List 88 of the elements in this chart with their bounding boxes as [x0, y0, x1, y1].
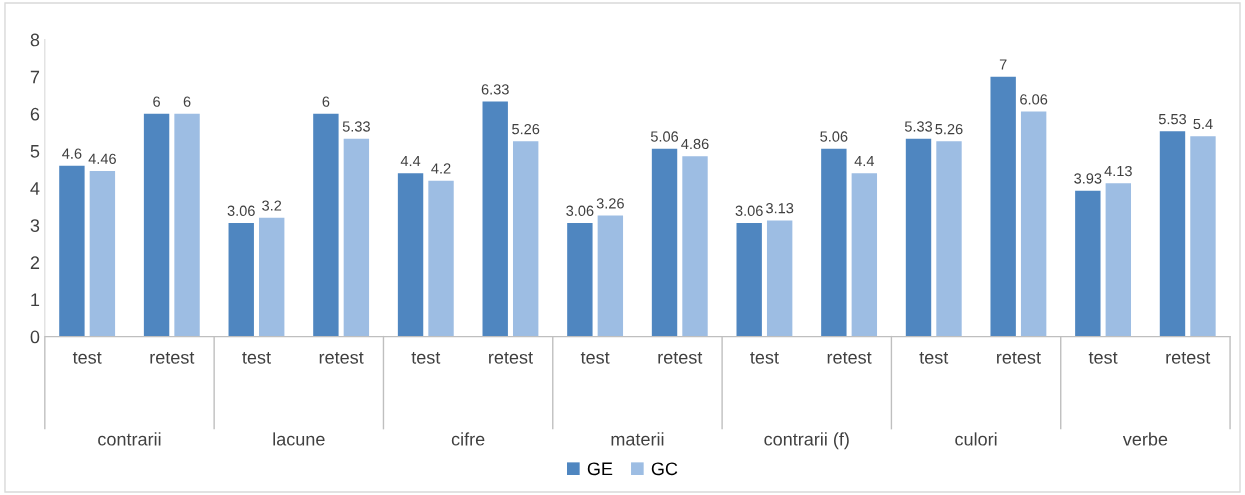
bar	[597, 215, 624, 337]
data-label: 3.06	[227, 205, 255, 216]
x-tick-label: test	[1088, 351, 1118, 364]
bar	[936, 141, 962, 337]
text: culori	[955, 432, 997, 446]
data-label: 4.2	[431, 163, 451, 174]
y-tick-label: 5	[30, 145, 40, 158]
bar	[343, 138, 370, 337]
x-tick-label: retest	[150, 351, 195, 364]
data-label: 4.13	[1104, 165, 1132, 177]
data-label: 5.4	[1193, 118, 1213, 130]
x-tick-label: test	[242, 351, 271, 364]
legend-label: GE	[587, 462, 613, 476]
data-label: 3.06	[735, 205, 763, 216]
data-label: 3.13	[766, 203, 794, 214]
text: contrarii (f)	[764, 432, 849, 450]
x-tick-label: retest	[319, 351, 364, 364]
data-label: 3.06	[566, 205, 594, 216]
x-tick-label: test	[919, 351, 949, 364]
data-label: 5.33	[904, 121, 933, 132]
data-label: 3.93	[1074, 173, 1102, 184]
bar	[59, 165, 85, 337]
y-tick-label: 3	[30, 219, 40, 232]
bar	[174, 113, 200, 337]
bar	[736, 223, 762, 337]
data-label: 4.6	[62, 148, 82, 159]
x-tick-label: test	[750, 351, 779, 364]
bar	[682, 156, 708, 337]
bar	[313, 113, 339, 337]
text: contrarii	[98, 432, 161, 446]
x-tick-label: retest	[827, 351, 872, 364]
data-label: 3.26	[596, 198, 624, 209]
data-label: 6	[322, 96, 330, 107]
bar	[1075, 190, 1101, 337]
data-label: 6	[153, 96, 160, 107]
bar	[905, 138, 932, 337]
y-tick-label: 0	[30, 330, 40, 344]
bar	[1190, 136, 1216, 337]
x-tick-label: test	[580, 351, 610, 364]
data-label: 4.86	[681, 138, 709, 150]
data-label: 5.53	[1158, 113, 1187, 125]
data-label: 5.33	[342, 121, 370, 132]
bar	[89, 171, 116, 337]
data-label: 5.06	[650, 131, 679, 142]
data-label: 4.4	[854, 156, 875, 167]
x-tick-label: test	[72, 351, 102, 364]
x-tick-label: test	[411, 351, 441, 364]
bar	[990, 76, 1016, 337]
bar	[228, 223, 254, 337]
bar	[821, 148, 847, 337]
data-label: 6	[183, 96, 191, 107]
bar	[259, 217, 285, 337]
data-label: 7	[999, 59, 1007, 70]
bar	[651, 148, 678, 337]
bar	[482, 101, 508, 337]
x-tick-label: retest	[658, 351, 703, 364]
data-label: 5.26	[935, 123, 963, 135]
bar	[1105, 183, 1132, 337]
data-label: 5.26	[512, 123, 540, 135]
bar	[428, 180, 454, 337]
y-tick-label: 7	[30, 70, 40, 84]
text: cifre	[451, 432, 485, 446]
text: materii	[611, 432, 664, 446]
y-tick-label: 4	[30, 182, 40, 195]
y-tick-label: 8	[30, 33, 40, 47]
bar	[512, 141, 539, 337]
x-tick-label: retest	[997, 351, 1041, 364]
text: verbe	[1122, 432, 1168, 446]
x-tick-label: retest	[489, 351, 533, 364]
legend-label: GC	[651, 462, 678, 476]
x-tick-label: retest	[1166, 351, 1211, 364]
bar	[567, 223, 593, 337]
bar	[851, 173, 878, 337]
bar	[143, 113, 170, 337]
bar	[1020, 111, 1047, 337]
bar	[1159, 131, 1186, 337]
data-label: 4.4	[400, 156, 421, 167]
y-tick-label: 6	[30, 107, 40, 121]
y-tick-label: 2	[30, 256, 40, 269]
data-label: 5.06	[820, 131, 848, 142]
data-label: 6.06	[1020, 94, 1048, 105]
data-label: 3.2	[262, 200, 282, 211]
data-label: 4.46	[88, 153, 116, 164]
data-label: 6.33	[481, 84, 509, 95]
text: lacune	[273, 432, 325, 446]
bar	[766, 220, 793, 337]
bar	[397, 173, 424, 337]
y-tick-label: 1	[31, 293, 40, 307]
